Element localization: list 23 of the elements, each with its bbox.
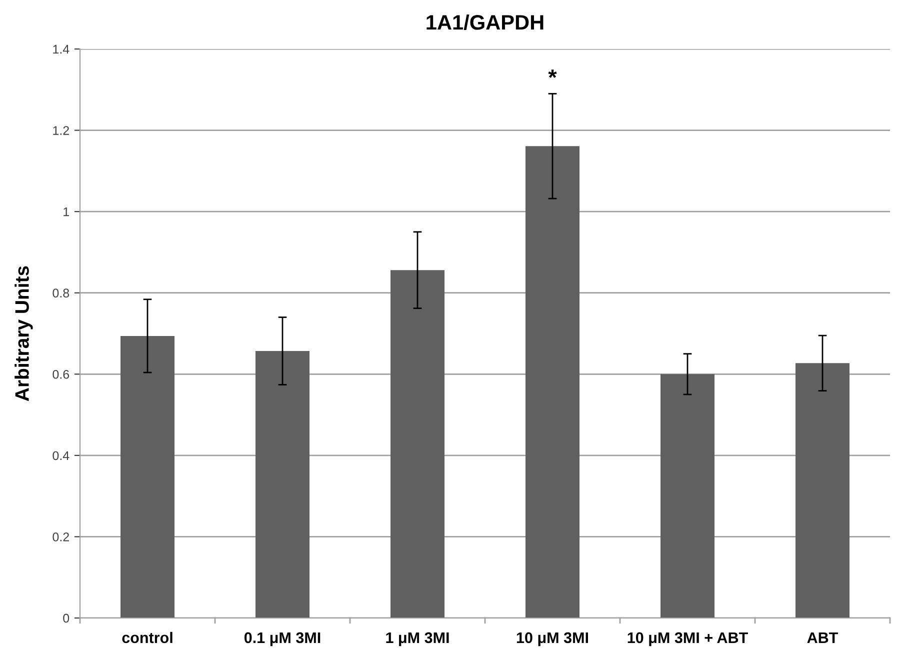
y-tick-label: 0.2 [52, 532, 69, 542]
bar [256, 350, 310, 618]
x-tick-label: 1 μM 3MI [386, 632, 449, 646]
y-axis-title: Arbitrary Units [14, 266, 33, 402]
chart-title: 1A1/GAPDH [426, 14, 544, 30]
y-tick-label: 0 [63, 614, 70, 623]
y-tick-label: 1.4 [53, 44, 70, 54]
bar [390, 270, 444, 618]
bar [526, 146, 580, 618]
x-tick-label: control [122, 632, 172, 644]
annotation: * [548, 70, 557, 78]
bar [660, 374, 714, 618]
x-tick-label: ABT [807, 632, 838, 643]
bar [796, 363, 850, 618]
y-tick-label: 1 [64, 208, 69, 216]
y-tick-label: 0.6 [52, 370, 70, 379]
x-tick-label: 10 μM 3MI + ABT [628, 632, 748, 646]
y-tick-label: 1.2 [53, 126, 69, 135]
x-tick-label: 0.1 μM 3MI [244, 632, 320, 646]
bar [120, 336, 174, 618]
y-tick-label: 0.8 [52, 288, 70, 298]
y-tick-label: 0.4 [52, 451, 70, 460]
x-tick-label: 10 μM 3MI [516, 632, 588, 646]
